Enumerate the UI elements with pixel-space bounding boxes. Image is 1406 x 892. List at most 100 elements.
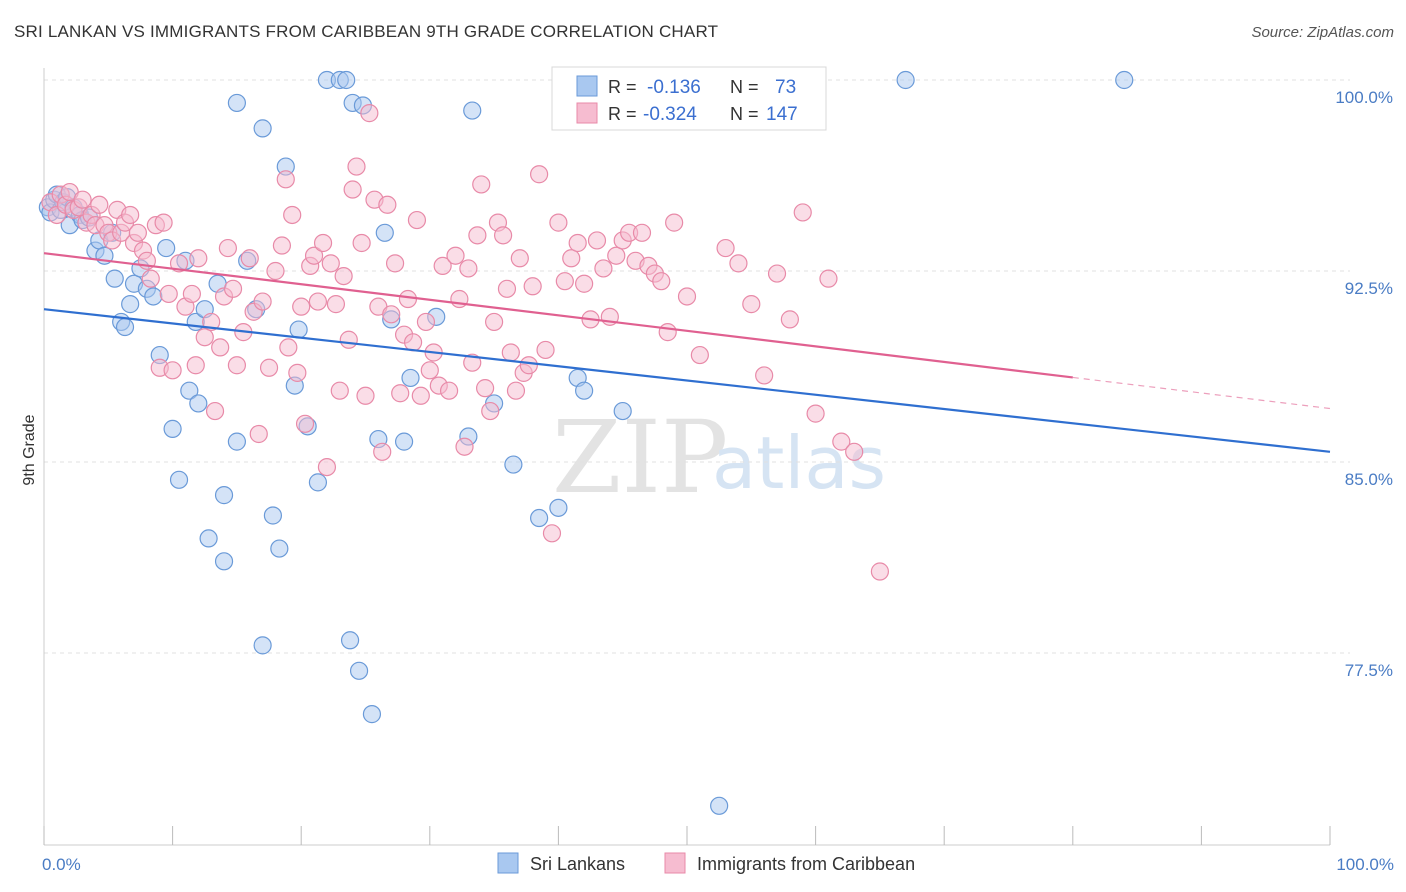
point-pink-120 — [607, 246, 626, 265]
point-pink-93 — [463, 353, 482, 372]
point-blue-70 — [710, 796, 729, 815]
point-pink-48 — [266, 261, 285, 281]
point-pink-27 — [159, 284, 178, 304]
point-pink-106 — [519, 356, 538, 375]
point-pink-129 — [665, 213, 684, 232]
point-pink-110 — [542, 524, 562, 543]
point-blue-18 — [115, 317, 135, 337]
trend-lines — [43, 252, 1331, 453]
point-pink-118 — [594, 259, 613, 278]
point-pink-131 — [690, 345, 709, 365]
legend-pink-r-label: R = — [608, 104, 637, 124]
watermark: ZIP atlas — [552, 399, 886, 516]
x-tick-label-1: 100.0% — [1336, 855, 1394, 874]
point-pink-124 — [632, 223, 652, 242]
trend-line-blue — [43, 308, 1331, 453]
legend-pink-n-label: N = — [730, 104, 759, 124]
point-pink-144 — [870, 562, 890, 581]
watermark-zip: ZIP — [552, 399, 728, 516]
point-blue-71 — [896, 70, 915, 90]
legend-pink-n-value: 147 — [766, 104, 798, 125]
point-pink-60 — [317, 457, 337, 477]
chart-title: SRI LANKAN VS IMMIGRANTS FROM CARIBBEAN … — [14, 22, 719, 41]
point-blue-74 — [253, 119, 272, 138]
point-pink-37 — [211, 338, 230, 357]
point-blue-73 — [227, 93, 246, 113]
point-pink-128 — [658, 323, 677, 342]
point-pink-140 — [806, 404, 825, 423]
point-pink-136 — [755, 366, 774, 385]
point-blue-35 — [214, 486, 234, 505]
point-blue-27 — [169, 470, 189, 489]
legend-bottom-blue-swatch — [497, 852, 519, 874]
point-pink-83 — [416, 312, 436, 332]
point-blue-64 — [504, 455, 523, 474]
legend-blue-swatch — [576, 75, 598, 97]
point-pink-113 — [562, 249, 581, 268]
point-pink-59 — [313, 233, 333, 253]
point-pink-75 — [382, 305, 401, 324]
watermark-atlas: atlas — [712, 421, 886, 505]
point-pink-36 — [205, 401, 225, 421]
point-blue-44 — [289, 320, 308, 339]
point-pink-51 — [279, 338, 298, 357]
point-pink-61 — [321, 254, 340, 273]
x-tick-label-0: 0.0% — [42, 855, 81, 874]
point-blue-54 — [362, 705, 382, 724]
point-pink-55 — [295, 414, 315, 433]
point-pink-53 — [288, 363, 307, 382]
point-blue-59 — [401, 368, 420, 388]
point-pink-66 — [343, 180, 362, 199]
point-pink-65 — [339, 330, 358, 349]
legend-blue-r-label: R = — [608, 77, 637, 97]
point-pink-67 — [347, 157, 366, 176]
point-pink-82 — [411, 386, 430, 405]
point-pink-100 — [494, 226, 513, 245]
point-blue-62 — [463, 101, 482, 120]
point-blue-23 — [144, 287, 163, 306]
point-pink-108 — [530, 165, 549, 184]
point-pink-45 — [249, 424, 268, 444]
point-pink-43 — [240, 249, 259, 268]
legend-blue-n-label: N = — [730, 77, 759, 97]
point-pink-18 — [121, 205, 140, 225]
point-pink-76 — [385, 254, 405, 273]
point-pink-117 — [587, 231, 607, 250]
point-pink-104 — [510, 249, 529, 268]
point-blue-49 — [337, 70, 356, 90]
point-pink-103 — [506, 381, 526, 400]
point-pink-7 — [73, 190, 92, 209]
point-pink-39 — [218, 238, 237, 258]
point-pink-107 — [523, 277, 542, 296]
point-pink-49 — [272, 236, 292, 255]
point-pink-112 — [555, 272, 574, 291]
point-pink-50 — [276, 170, 295, 189]
point-pink-11 — [90, 195, 109, 214]
point-pink-137 — [767, 264, 787, 283]
point-pink-139 — [793, 203, 812, 222]
legend-bottom: Sri Lankans Immigrants from Caribbean — [497, 852, 915, 874]
point-pink-89 — [446, 246, 465, 265]
point-pink-73 — [373, 442, 392, 461]
point-blue-39 — [253, 636, 272, 655]
point-blue-56 — [375, 223, 394, 242]
point-pink-81 — [407, 210, 427, 230]
point-blue-72 — [1115, 70, 1134, 90]
point-pink-29 — [169, 254, 189, 273]
y-tick-labels: 100.0% 92.5% 85.0% 77.5% — [1335, 88, 1393, 680]
point-blue-36 — [227, 432, 246, 451]
point-pink-142 — [832, 432, 851, 451]
point-blue-31 — [189, 394, 208, 413]
point-pink-77 — [391, 384, 410, 403]
point-pink-92 — [459, 259, 478, 278]
point-pink-34 — [195, 328, 214, 347]
point-pink-26 — [154, 213, 173, 232]
y-tick-label-1: 92.5% — [1345, 279, 1393, 298]
point-pink-95 — [472, 175, 491, 194]
point-blue-58 — [394, 432, 414, 451]
legend-pink-r-value: -0.324 — [643, 104, 697, 125]
point-pink-88 — [439, 381, 459, 400]
legend-pink-swatch — [576, 102, 598, 124]
point-pink-135 — [742, 295, 761, 314]
